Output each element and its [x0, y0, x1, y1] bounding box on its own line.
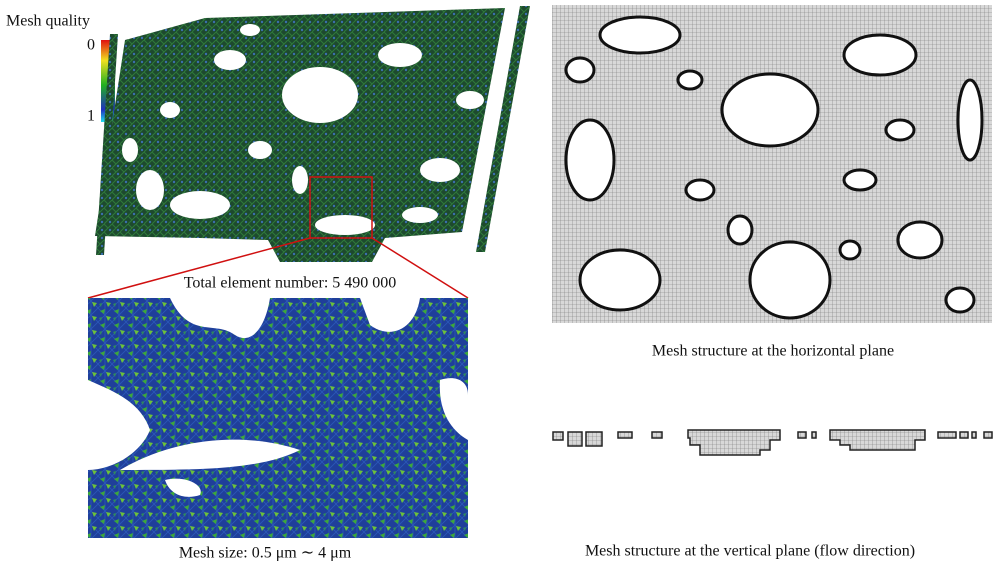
- mesh-overview: [88, 6, 530, 298]
- figure: Mesh quality 0 1 Total element number: 5…: [0, 0, 996, 566]
- legend-top-label: 0: [87, 37, 95, 54]
- caption: Mesh size: 0.5 μm ∼ 4 μm: [179, 545, 352, 562]
- legend-bottom-label: 1: [87, 108, 95, 125]
- mesh-horizontal: [552, 5, 992, 323]
- caption: Total element number: 5 490 000: [184, 275, 397, 292]
- legend-title: Mesh quality: [6, 13, 90, 30]
- mesh-zoom: [88, 298, 468, 538]
- caption: Mesh structure at the vertical plane (fl…: [585, 543, 915, 560]
- caption: Mesh structure at the horizontal plane: [652, 343, 894, 360]
- mesh-vertical: [553, 430, 992, 455]
